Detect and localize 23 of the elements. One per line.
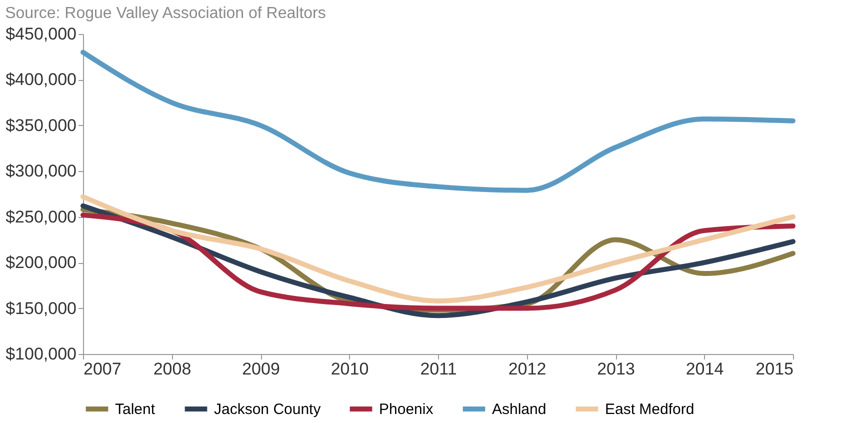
y-tick-label: $400,000 xyxy=(6,70,76,90)
x-tick-label: 2007 xyxy=(84,360,122,378)
legend-label: East Medford xyxy=(605,401,694,418)
x-tick-label: 2015 xyxy=(756,360,794,378)
x-tick-label: 2008 xyxy=(153,360,192,378)
y-tick-label: $200,000 xyxy=(6,253,76,272)
x-tick-label: 2010 xyxy=(330,360,369,378)
y-tick-label: $250,000 xyxy=(6,207,76,226)
y-tick-label: $300,000 xyxy=(6,162,76,181)
source-note: Source: Rogue Valley Association of Realtors xyxy=(5,5,326,22)
x-tick-label: 2011 xyxy=(420,360,457,378)
y-tick-label: $100,000 xyxy=(6,344,76,364)
y-tick-label: $350,000 xyxy=(6,116,76,135)
x-tick-label: 2013 xyxy=(597,360,635,378)
legend-label: Jackson County xyxy=(214,401,322,418)
legend-label: Talent xyxy=(115,401,156,418)
y-tick-label: $450,000 xyxy=(6,24,76,44)
x-tick-label: 2009 xyxy=(242,360,280,378)
x-tick-label: 2014 xyxy=(686,360,724,378)
x-tick-label: 2012 xyxy=(508,360,546,378)
legend-label: Ashland xyxy=(492,401,546,418)
legend-label: Phoenix xyxy=(379,401,434,418)
y-tick-label: $150,000 xyxy=(6,298,76,318)
